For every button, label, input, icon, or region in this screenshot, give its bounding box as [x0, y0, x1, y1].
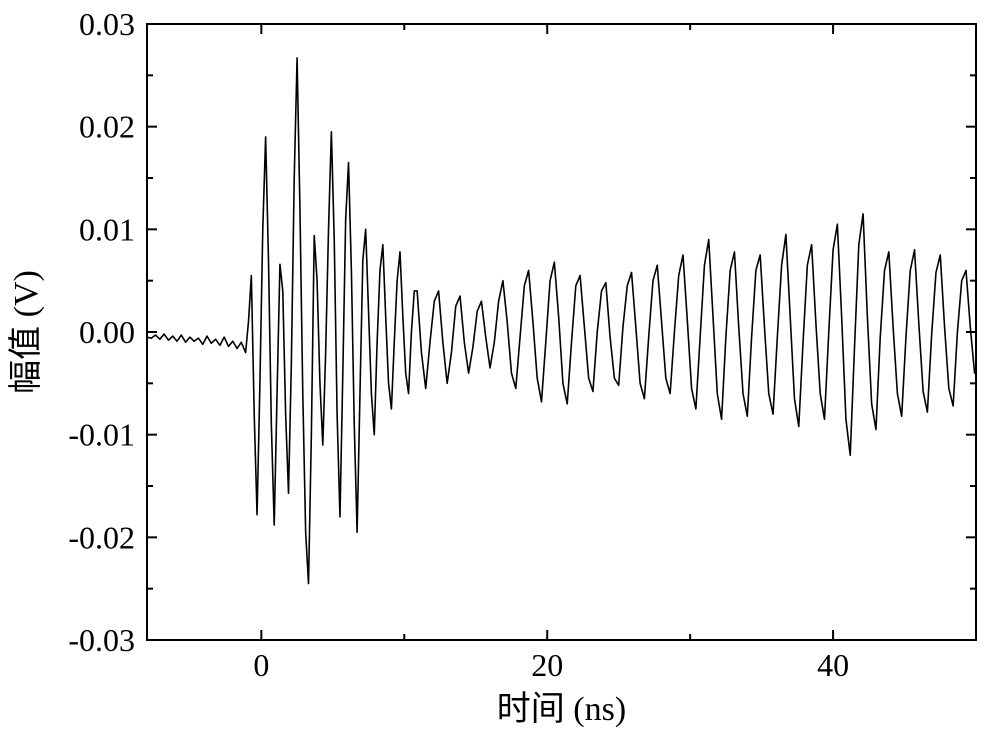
y-tick-label: -0.02	[68, 519, 135, 555]
y-tick-label: 0.02	[79, 109, 135, 145]
waveform-series	[147, 58, 975, 584]
x-axis-label: 时间 (ns)	[497, 691, 626, 728]
waveform-chart: 0 20 40 -0.03 -0.02 -0.01 0.00 0.01 0.02 0.03 时间 …	[0, 0, 1000, 744]
x-tick-label: 20	[531, 647, 563, 683]
x-tick-label: 40	[817, 647, 849, 683]
y-tick-label: -0.03	[68, 622, 135, 658]
y-tick-label: 0.00	[79, 314, 135, 350]
y-tick-label: 0.01	[79, 211, 135, 247]
x-tick-label: 0	[253, 647, 269, 683]
y-tick-label: 0.03	[79, 6, 135, 42]
y-tick-label: -0.01	[68, 417, 135, 453]
y-axis-label: 幅值 (V)	[7, 270, 45, 394]
